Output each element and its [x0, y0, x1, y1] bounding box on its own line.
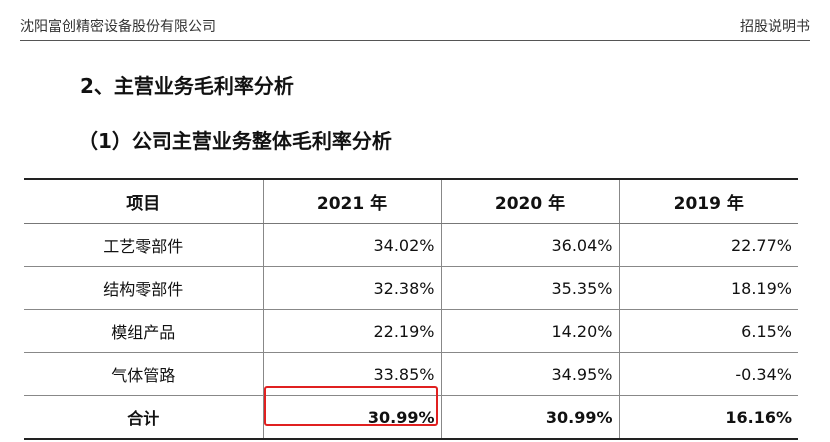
row-label: 气体管路 — [24, 352, 263, 396]
cell-2019: 22.77% — [618, 223, 798, 267]
column-header-item: 项目 — [24, 178, 263, 224]
cell-2020: 35.35% — [440, 266, 619, 310]
cell-2019: -0.34% — [618, 352, 798, 396]
cell-2019: 6.15% — [618, 309, 798, 353]
table-header-row: 项目 2021 年 2020 年 2019 年 — [24, 178, 798, 224]
subsection-title: （1）公司主营业务整体毛利率分析 — [78, 129, 392, 153]
column-header-2021: 2021 年 — [262, 178, 441, 224]
total-2020: 30.99% — [440, 395, 619, 440]
cell-2020: 34.95% — [440, 352, 619, 396]
document-type: 招股说明书 — [740, 19, 810, 35]
cell-2020: 36.04% — [440, 223, 619, 267]
table-row: 模组产品 22.19% 14.20% 6.15% — [24, 309, 798, 353]
page-header: 沈阳富创精密设备股份有限公司 招股说明书 — [20, 8, 810, 41]
cell-2021: 34.02% — [262, 223, 441, 267]
column-header-2020: 2020 年 — [440, 178, 619, 224]
table-row: 气体管路 33.85% 34.95% -0.34% — [24, 352, 798, 396]
column-header-2019: 2019 年 — [618, 178, 798, 224]
table-row: 工艺零部件 34.02% 36.04% 22.77% — [24, 223, 798, 267]
total-2019: 16.16% — [618, 395, 798, 440]
gross-margin-table: 项目 2021 年 2020 年 2019 年 工艺零部件 34.02% 36.… — [24, 178, 798, 440]
cell-2019: 18.19% — [618, 266, 798, 310]
cell-2020: 14.20% — [440, 309, 619, 353]
row-label: 工艺零部件 — [24, 223, 263, 267]
highlight-box — [264, 386, 438, 426]
cell-2021: 32.38% — [262, 266, 441, 310]
cell-2021: 22.19% — [262, 309, 441, 353]
total-row: 合计 30.99% 30.99% 16.16% — [24, 395, 798, 440]
company-name: 沈阳富创精密设备股份有限公司 — [20, 19, 216, 35]
section-title: 2、主营业务毛利率分析 — [80, 74, 294, 98]
total-2021: 30.99% — [262, 395, 441, 440]
row-label: 模组产品 — [24, 309, 263, 353]
table-row: 结构零部件 32.38% 35.35% 18.19% — [24, 266, 798, 310]
cell-2021: 33.85% — [262, 352, 441, 396]
row-label: 结构零部件 — [24, 266, 263, 310]
total-label: 合计 — [24, 395, 263, 440]
